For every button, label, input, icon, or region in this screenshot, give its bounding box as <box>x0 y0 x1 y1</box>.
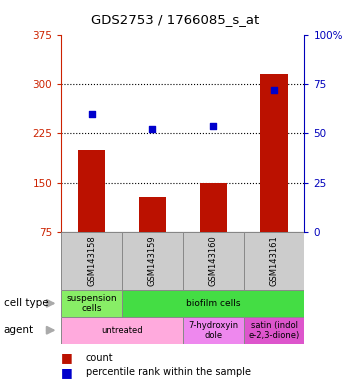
Text: count: count <box>86 353 113 363</box>
Text: 7-hydroxyin
dole: 7-hydroxyin dole <box>188 321 238 340</box>
Bar <box>183 232 244 290</box>
Point <box>271 87 277 93</box>
Bar <box>61 317 183 344</box>
Text: satin (indol
e-2,3-dione): satin (indol e-2,3-dione) <box>248 321 300 340</box>
Bar <box>183 317 244 344</box>
Bar <box>244 317 304 344</box>
Text: GSM143159: GSM143159 <box>148 236 157 286</box>
Text: percentile rank within the sample: percentile rank within the sample <box>86 367 251 377</box>
Bar <box>122 232 183 290</box>
Bar <box>61 232 122 290</box>
Text: suspension
cells: suspension cells <box>66 294 117 313</box>
Text: GSM143158: GSM143158 <box>87 236 96 286</box>
Bar <box>78 150 105 232</box>
Text: GDS2753 / 1766085_s_at: GDS2753 / 1766085_s_at <box>91 13 259 26</box>
Bar <box>122 290 304 317</box>
Text: ■: ■ <box>61 366 73 379</box>
Bar <box>199 183 227 232</box>
Text: cell type: cell type <box>4 298 48 308</box>
Bar <box>61 290 122 317</box>
Text: GSM143161: GSM143161 <box>270 236 279 286</box>
Point <box>89 111 95 117</box>
Point <box>210 122 216 129</box>
Text: untreated: untreated <box>101 326 143 335</box>
Text: ■: ■ <box>61 351 73 364</box>
Text: GSM143160: GSM143160 <box>209 236 218 286</box>
Text: agent: agent <box>4 325 34 335</box>
Bar <box>139 197 166 232</box>
Bar <box>260 74 288 232</box>
Point <box>150 126 155 132</box>
Text: biofilm cells: biofilm cells <box>186 299 240 308</box>
Bar <box>244 232 304 290</box>
